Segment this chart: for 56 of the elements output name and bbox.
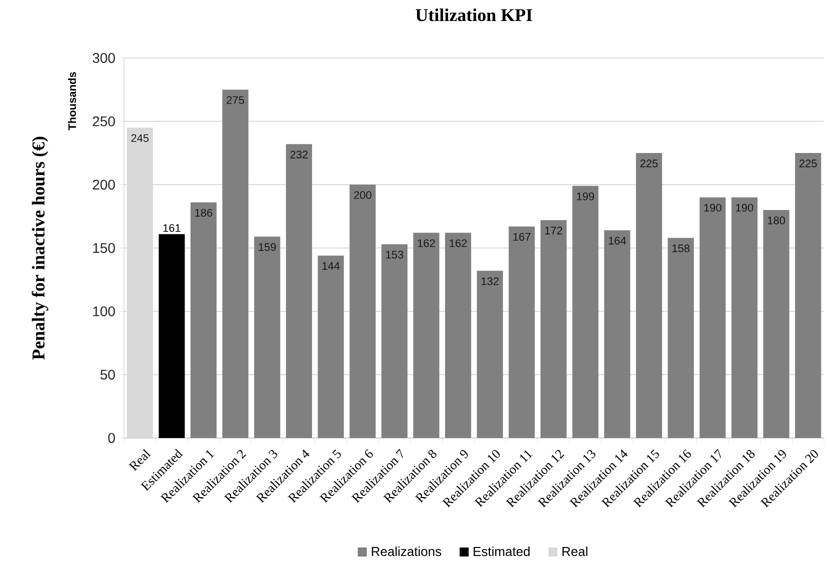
data-label: 200 xyxy=(354,191,372,199)
bar xyxy=(636,153,662,438)
y-tick-label: 0 xyxy=(108,433,115,443)
data-label: 225 xyxy=(640,160,658,168)
data-label: 158 xyxy=(672,244,690,252)
data-label: 162 xyxy=(450,239,467,248)
bar xyxy=(254,236,280,438)
y-tick-label: 200 xyxy=(92,180,115,190)
bar xyxy=(158,234,185,438)
bar xyxy=(286,144,312,438)
bar xyxy=(763,210,790,438)
y-tick-label: 300 xyxy=(92,53,115,63)
y-tick-label: 150 xyxy=(93,243,115,253)
bar xyxy=(222,90,248,438)
bar xyxy=(381,244,408,438)
bar xyxy=(572,186,598,438)
bar xyxy=(668,238,694,438)
data-label: 159 xyxy=(258,243,276,251)
y-tick-label: 250 xyxy=(92,116,115,126)
y-tick-label: 100 xyxy=(93,306,115,316)
data-label: 164 xyxy=(608,236,626,245)
bar xyxy=(700,197,726,438)
data-label: 275 xyxy=(226,96,244,104)
data-label: 190 xyxy=(704,204,722,212)
data-label: 172 xyxy=(545,226,562,234)
data-label: 199 xyxy=(577,192,594,200)
bar xyxy=(318,256,344,438)
bar xyxy=(731,197,758,438)
chart-title: Utilization KPI xyxy=(416,8,532,22)
data-label: 161 xyxy=(163,224,180,232)
data-label: 232 xyxy=(290,150,308,158)
bar xyxy=(476,270,503,438)
data-label: 162 xyxy=(418,239,435,248)
text: Thousands xyxy=(68,72,76,130)
data-label: 190 xyxy=(736,204,754,212)
bar xyxy=(604,230,630,438)
bar xyxy=(795,153,822,438)
data-label: 180 xyxy=(768,216,786,224)
y-axis-title: Penalty for inactive hours (€) xyxy=(32,136,48,360)
data-label: 144 xyxy=(322,262,340,270)
data-label: 225 xyxy=(799,160,817,168)
bar xyxy=(413,232,440,438)
legend-label: Realizations xyxy=(372,546,442,556)
data-label: 153 xyxy=(386,250,404,259)
data-label: 167 xyxy=(513,233,530,241)
bar xyxy=(445,232,472,438)
y-tick-label: 50 xyxy=(100,370,115,380)
bar xyxy=(350,184,376,438)
data-label: 132 xyxy=(482,277,499,286)
bar xyxy=(508,226,535,438)
legend-label: Estimated xyxy=(474,546,530,556)
bar xyxy=(540,220,567,438)
bar xyxy=(190,202,217,438)
data-label: 186 xyxy=(195,208,212,217)
legend-label: Real xyxy=(562,546,588,556)
data-label: 245 xyxy=(131,134,149,142)
